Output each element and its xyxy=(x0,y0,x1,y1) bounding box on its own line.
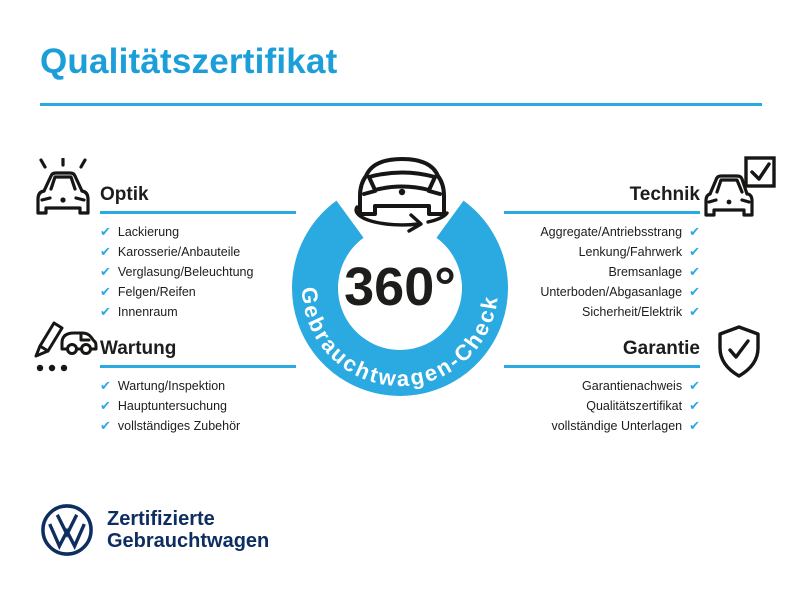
check-icon: ✔ xyxy=(689,398,700,413)
check-icon: ✔ xyxy=(100,284,111,299)
vw-logo xyxy=(41,504,93,556)
checklist-item-label: Sicherheit/Elektrik xyxy=(582,305,683,319)
check-icon: ✔ xyxy=(100,304,111,319)
check-icon: ✔ xyxy=(689,378,700,393)
checklist-item: Aggregate/Antriebsstrang ✔ xyxy=(504,222,700,242)
checklist-item: Garantienachweis ✔ xyxy=(504,376,700,396)
section-garantie: Garantie Garantienachweis ✔ Qualitätszert… xyxy=(504,338,700,436)
checklist-item-label: Unterboden/Abgasanlage xyxy=(540,285,683,299)
brand-line1: Zertifizierte xyxy=(107,508,215,530)
section-garantie-title: Garantie xyxy=(622,338,700,359)
checklist-item-label: Verglasung/Beleuchtung xyxy=(117,265,254,279)
360-check-badge: Gebrauchtwagen-Check 360° xyxy=(292,157,508,396)
checklist-item: Sicherheit/Elektrik ✔ xyxy=(504,302,700,322)
check-icon: ✔ xyxy=(100,398,111,413)
service-checklist-icon xyxy=(34,321,98,372)
check-icon: ✔ xyxy=(100,264,111,279)
garantie-checklist: Garantienachweis ✔ Qualitätszertifikat ✔ v… xyxy=(504,376,700,436)
checklist-item-label: Bremsanlage xyxy=(608,265,683,279)
checklist-item-label: Lenkung/Fahrwerk xyxy=(578,245,683,259)
checklist-item: ✔ Karosserie/Anbauteile xyxy=(100,242,296,262)
page-title: Qualitätszertifikat xyxy=(40,42,338,81)
rotating-car-icon xyxy=(358,157,446,216)
section-wartung-divider xyxy=(100,365,296,368)
wartung-checklist: ✔ Wartung/Inspektion ✔ Hauptuntersuchung ✔… xyxy=(100,376,296,436)
checklist-item-label: Qualitätszertifikat xyxy=(586,399,683,413)
section-technik-title: Technik xyxy=(629,184,700,205)
check-icon: ✔ xyxy=(689,264,700,279)
checklist-item-label: Garantienachweis xyxy=(582,379,683,393)
section-optik: Optik ✔ Lackierung ✔ Karosserie/Anbauteile… xyxy=(100,184,296,322)
section-optik-title: Optik xyxy=(100,184,149,205)
checklist-item: Bremsanlage ✔ xyxy=(504,262,700,282)
checklist-item-label: Innenraum xyxy=(117,305,178,319)
checklist-item: vollständige Unterlagen ✔ xyxy=(504,416,700,436)
checklist-item: Unterboden/Abgasanlage ✔ xyxy=(504,282,700,302)
checklist-item-label: Hauptuntersuchung xyxy=(117,399,228,413)
brand-line2: Gebrauchtwagen xyxy=(107,530,270,552)
checklist-item: ✔ Hauptuntersuchung xyxy=(100,396,296,416)
check-icon: ✔ xyxy=(100,378,111,393)
shield-check-icon xyxy=(718,325,760,378)
section-wartung: Wartung ✔ Wartung/Inspektion ✔ Hauptunters… xyxy=(100,338,296,436)
checklist-item: ✔ vollständiges Zubehör xyxy=(100,416,296,436)
check-icon: ✔ xyxy=(100,224,111,239)
ring xyxy=(292,200,508,396)
checklist-item: ✔ Innenraum xyxy=(100,302,296,322)
check-icon: ✔ xyxy=(100,418,111,433)
checklist-item-label: Wartung/Inspektion xyxy=(117,379,226,393)
checklist-item-label: Aggregate/Antriebsstrang xyxy=(540,225,683,239)
footer-brand: Zertifizierte Gebrauchtwagen xyxy=(40,503,269,557)
brand-text: Zertifizierte Gebrauchtwagen xyxy=(107,508,269,552)
checklist-item-label: vollständiges Zubehör xyxy=(117,419,241,433)
check-icon: ✔ xyxy=(100,244,111,259)
degrees-label: 360° xyxy=(344,257,456,317)
checklist-item-label: vollständige Unterlagen xyxy=(551,419,683,433)
section-garantie-divider xyxy=(504,365,700,368)
section-optik-divider xyxy=(100,211,296,214)
section-technik-divider xyxy=(504,211,700,214)
checklist-item: ✔ Wartung/Inspektion xyxy=(100,376,296,396)
car-checkbox-icon xyxy=(704,156,776,217)
checklist-item: Qualitätszertifikat ✔ xyxy=(504,396,700,416)
check-icon: ✔ xyxy=(689,224,700,239)
checklist-item: Lenkung/Fahrwerk ✔ xyxy=(504,242,700,262)
checklist-item: ✔ Felgen/Reifen xyxy=(100,282,296,302)
section-wartung-title: Wartung xyxy=(100,338,177,359)
rotation-arrow xyxy=(354,205,449,233)
checklist-item: ✔ Lackierung xyxy=(100,222,296,242)
section-technik: Technik Aggregate/Antriebsstrang ✔ Lenkun… xyxy=(504,184,700,322)
checklist-item-label: Karosserie/Anbauteile xyxy=(117,245,241,259)
check-icon: ✔ xyxy=(689,244,700,259)
check-icon: ✔ xyxy=(689,418,700,433)
check-icon: ✔ xyxy=(689,284,700,299)
optik-checklist: ✔ Lackierung ✔ Karosserie/Anbauteile ✔ Verg… xyxy=(100,222,296,322)
check-icon: ✔ xyxy=(689,304,700,319)
checklist-item-label: Lackierung xyxy=(117,225,180,239)
checklist-item-label: Felgen/Reifen xyxy=(117,285,196,299)
technik-checklist: Aggregate/Antriebsstrang ✔ Lenkung/Fahrwe… xyxy=(504,222,700,322)
checklist-item: ✔ Verglasung/Beleuchtung xyxy=(100,262,296,282)
car-shine-icon xyxy=(36,158,90,215)
title-divider xyxy=(40,103,762,106)
